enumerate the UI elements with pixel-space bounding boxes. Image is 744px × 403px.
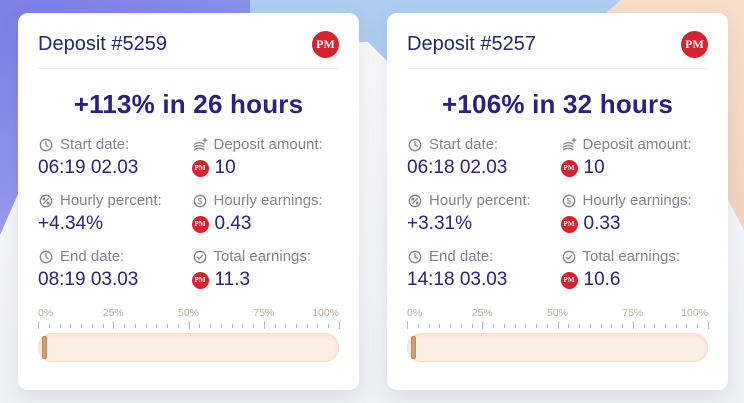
profit-headline: +113% in 26 hours [73,89,304,119]
stat-label: $ Hourly earnings: [561,192,709,209]
stat-label: Deposit amount: [561,136,709,153]
stat-value: 08:19 03.03 [38,269,139,290]
deposit-card: Deposit #5259 PM +113% in 26 hours Start… [18,13,359,390]
dollar-seal-icon: $ [562,194,575,207]
ruler-label: 75% [253,307,275,319]
divider [38,68,339,69]
stat-value: PM 10 [560,157,709,179]
check-seal-icon [193,250,206,263]
svg-text:$: $ [566,196,571,206]
ruler-label: 50% [546,307,569,319]
stat-label: Hourly percent: [407,192,555,209]
dollar-seal-icon: $ [193,194,206,207]
progress-bar [38,333,339,362]
stat-label: Deposit amount: [192,136,340,153]
ruler-labels: 0% 25% 50% 75% 100% [38,307,339,320]
ruler-label: 100% [681,307,708,319]
ruler-label: 100% [312,307,339,319]
stat-label: $ Hourly earnings: [192,192,340,209]
stat-value: 06:18 02.03 [407,157,508,178]
stat-label: Total earnings: [192,248,340,265]
check-seal-icon [562,250,575,263]
pm-currency-icon: PM [191,159,209,177]
ruler-label: 0% [407,307,423,319]
perfect-money-badge: PM [312,31,339,58]
pm-currency-icon: PM [560,159,578,177]
progress-handle [411,336,416,359]
ruler-label: 75% [622,307,644,319]
profit-headline: +106% in 32 hours [441,89,673,119]
progress-bar [407,333,708,362]
deposit-stack-icon [193,137,207,150]
percent-seal-icon [408,194,422,207]
deposit-cards-row: Deposit #5259 PM +113% in 26 hours Start… [18,13,728,390]
percent-seal-icon [39,194,53,207]
stat-value: PM 10.6 [560,269,709,291]
stat-value: PM 0.43 [191,213,340,235]
stat-label: End date: [38,248,186,265]
pm-currency-icon: PM [560,215,578,233]
clock-icon [39,138,53,151]
stat-total-earnings: Total earnings: PM 10.6 [560,248,709,291]
deposit-title: Deposit #5259 [38,33,167,55]
stat-hourly-earnings: $ Hourly earnings: PM 0.43 [191,192,340,235]
stats-grid: Start date: 06:19 02.03 Deposit amount: … [38,136,339,291]
ruler-ticks [407,321,709,330]
stat-value: 14:18 03.03 [407,269,508,290]
clock-icon [39,250,53,263]
stat-start-date: Start date: 06:18 02.03 [407,136,555,179]
pm-currency-icon: PM [191,271,209,289]
clock-icon [408,250,422,263]
stat-value: 06:19 02.03 [38,157,139,178]
stat-end-date: End date: 14:18 03.03 [407,248,555,291]
clock-icon [408,138,422,151]
ruler-label: 0% [38,307,54,319]
card-header: Deposit #5257 PM [407,31,708,58]
stat-hourly-percent: Hourly percent: +3.31% [407,192,555,235]
ruler-ticks [38,321,340,330]
stat-deposit-amount: Deposit amount: PM 10 [191,136,340,179]
stat-end-date: End date: 08:19 03.03 [38,248,186,291]
stat-value: PM 0.33 [560,213,709,235]
svg-text:$: $ [197,196,202,206]
deposit-card: Deposit #5257 PM +106% in 32 hours Start… [387,13,728,390]
stat-label: Hourly percent: [38,192,186,209]
stats-grid: Start date: 06:18 02.03 Deposit amount: … [407,136,708,291]
card-header: Deposit #5259 PM [38,31,339,58]
stat-label: End date: [407,248,555,265]
perfect-money-badge: PM [681,31,708,58]
stat-total-earnings: Total earnings: PM 11.3 [191,248,340,291]
stat-value: PM 11.3 [191,269,340,291]
divider [407,68,708,69]
deposit-stack-icon [562,137,576,150]
stat-value: PM 10 [191,157,340,179]
pm-currency-icon: PM [560,271,578,289]
progress-ruler: 0% 25% 50% 75% 100% [407,307,709,362]
progress-handle [42,336,47,359]
ruler-label: 50% [177,307,200,319]
stat-label: Start date: [407,136,555,153]
deposit-title: Deposit #5257 [407,33,536,55]
stat-label: Total earnings: [561,248,709,265]
pm-currency-icon: PM [191,215,209,233]
ruler-label: 25% [102,307,124,319]
stat-value: +4.34% [38,213,103,234]
stat-deposit-amount: Deposit amount: PM 10 [560,136,709,179]
ruler-label: 25% [471,307,493,319]
stat-label: Start date: [38,136,186,153]
stat-start-date: Start date: 06:19 02.03 [38,136,186,179]
ruler-labels: 0% 25% 50% 75% 100% [407,307,708,320]
progress-ruler: 0% 25% 50% 75% 100% [38,307,340,362]
stat-hourly-earnings: $ Hourly earnings: PM 0.33 [560,192,709,235]
stat-hourly-percent: Hourly percent: +4.34% [38,192,186,235]
stat-value: +3.31% [407,213,472,234]
